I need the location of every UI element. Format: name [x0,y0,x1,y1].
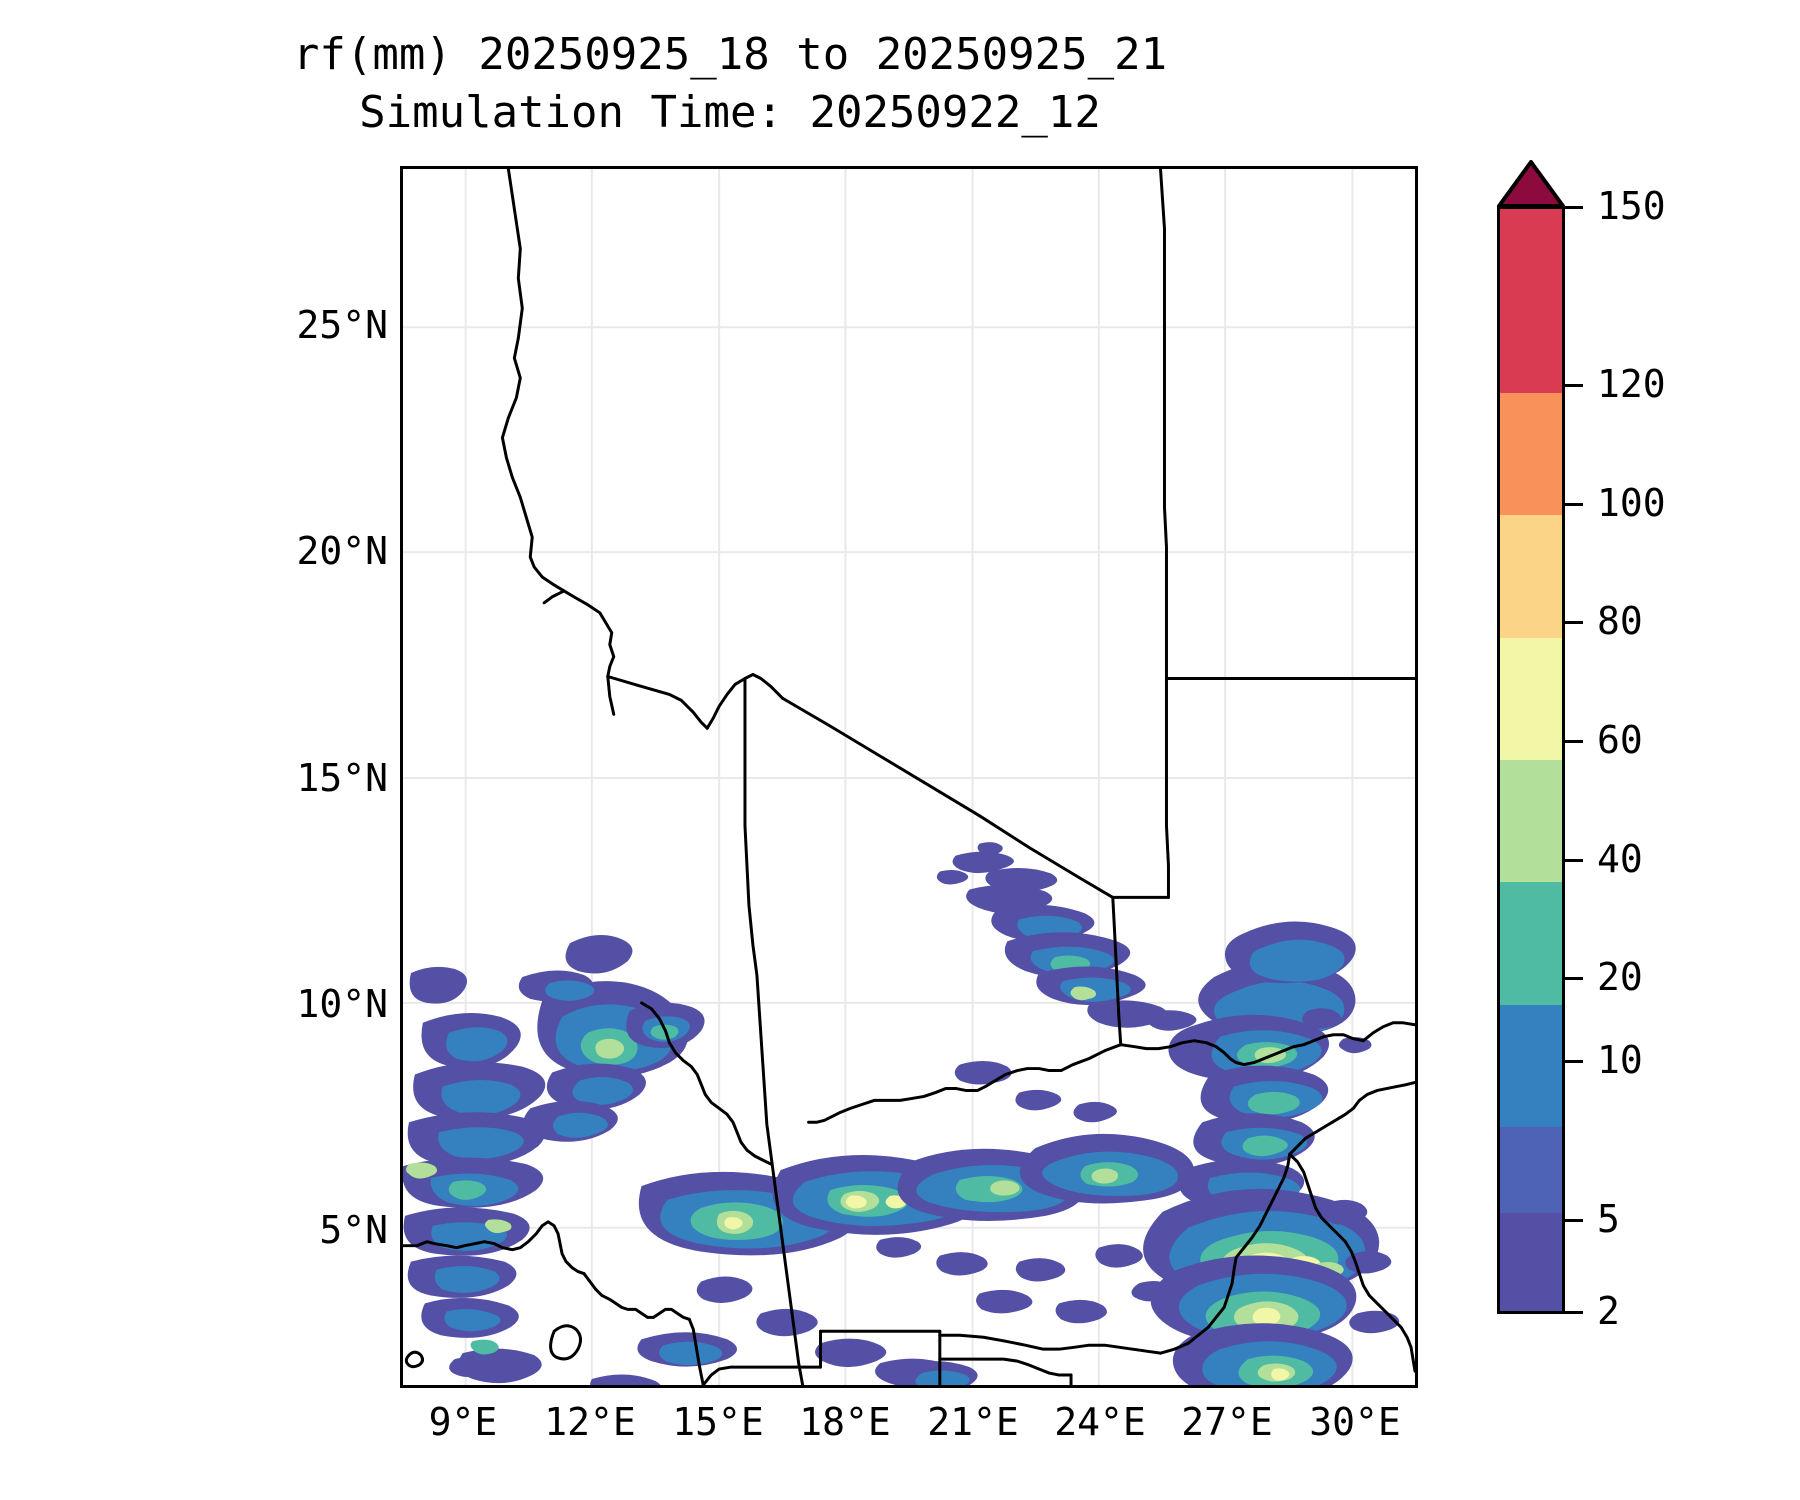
rain-blob-chad [936,842,1197,1031]
xtick-label-9E: 9°E [428,1400,498,1444]
cbar-tick-5 [1565,1219,1583,1222]
rain-blob-nigeria-highlands [518,935,705,1142]
xtick-label-27E: 27°E [1181,1400,1273,1444]
title-line-2: Simulation Time: 20250922_12 [359,87,1101,138]
xtick-label-21E: 21°E [927,1400,1019,1444]
cbar-seg-20-40 [1500,882,1562,1005]
rain-blob-sudan-north [1168,921,1372,1212]
rainfall-field [403,842,1400,1385]
cbar-seg-40-60 [1500,759,1562,883]
colorbar-extend-arrow [1497,160,1565,208]
rain-scatter-misc [449,1061,1117,1385]
cbar-tick-10 [1565,1060,1583,1063]
cbar-seg-5-10 [1500,1127,1562,1214]
cbar-label-20: 20 [1597,955,1643,999]
xtick-label-12E: 12°E [544,1400,636,1444]
cbar-label-150: 150 [1597,184,1666,228]
colorbar[interactable]: 150 120 100 80 60 40 20 10 5 2 [1497,160,1797,1400]
xtick-label-15E: 15°E [672,1400,764,1444]
cbar-seg-2-5 [1500,1213,1562,1311]
xtick-label-18E: 18°E [799,1400,891,1444]
cbar-tick-120 [1565,384,1583,387]
cbar-label-100: 100 [1597,481,1666,525]
cbar-tick-100 [1565,503,1583,506]
cbar-seg-100-120 [1500,392,1562,516]
rain-blob-west [403,966,546,1384]
ytick-label-25N: 25°N [296,303,388,347]
chart-title: rf(mm) 20250925_18 to 20250925_21 Simula… [0,26,1460,142]
map-svg [403,169,1415,1385]
rain-blob-congo-scatter [637,1237,1143,1385]
cbar-label-80: 80 [1597,599,1643,643]
cbar-tick-40 [1565,859,1583,862]
cbar-seg-10-20 [1500,1004,1562,1128]
ytick-label-20N: 20°N [296,529,388,573]
cbar-label-10: 10 [1597,1038,1643,1082]
colorbar-gradient[interactable] [1497,206,1565,1314]
cbar-tick-150 [1565,206,1583,209]
cbar-seg-80-100 [1500,515,1562,638]
cbar-tick-2 [1565,1311,1583,1314]
rain-blob-central-belt [638,1133,1195,1256]
xtick-label-30E: 30°E [1309,1400,1401,1444]
cbar-seg-120-150 [1500,209,1562,393]
cbar-seg-60-80 [1500,637,1562,760]
cbar-label-2: 2 [1597,1289,1620,1333]
country-borders [403,169,1415,1385]
ytick-label-10N: 10°N [296,982,388,1026]
cbar-label-5: 5 [1597,1197,1620,1241]
cbar-label-60: 60 [1597,718,1643,762]
cbar-label-120: 120 [1597,362,1666,406]
cbar-tick-80 [1565,621,1583,624]
rain-blob-east-intense [1131,1188,1400,1385]
xtick-label-24E: 24°E [1054,1400,1146,1444]
cbar-tick-20 [1565,977,1583,980]
cbar-tick-60 [1565,740,1583,743]
cbar-label-40: 40 [1597,837,1643,881]
map-axes[interactable] [400,166,1418,1388]
ytick-label-5N: 5°N [319,1208,388,1252]
title-line-1: rf(mm) 20250925_18 to 20250925_21 [292,29,1168,80]
ytick-label-15N: 15°N [296,756,388,800]
map-clip [403,169,1415,1385]
